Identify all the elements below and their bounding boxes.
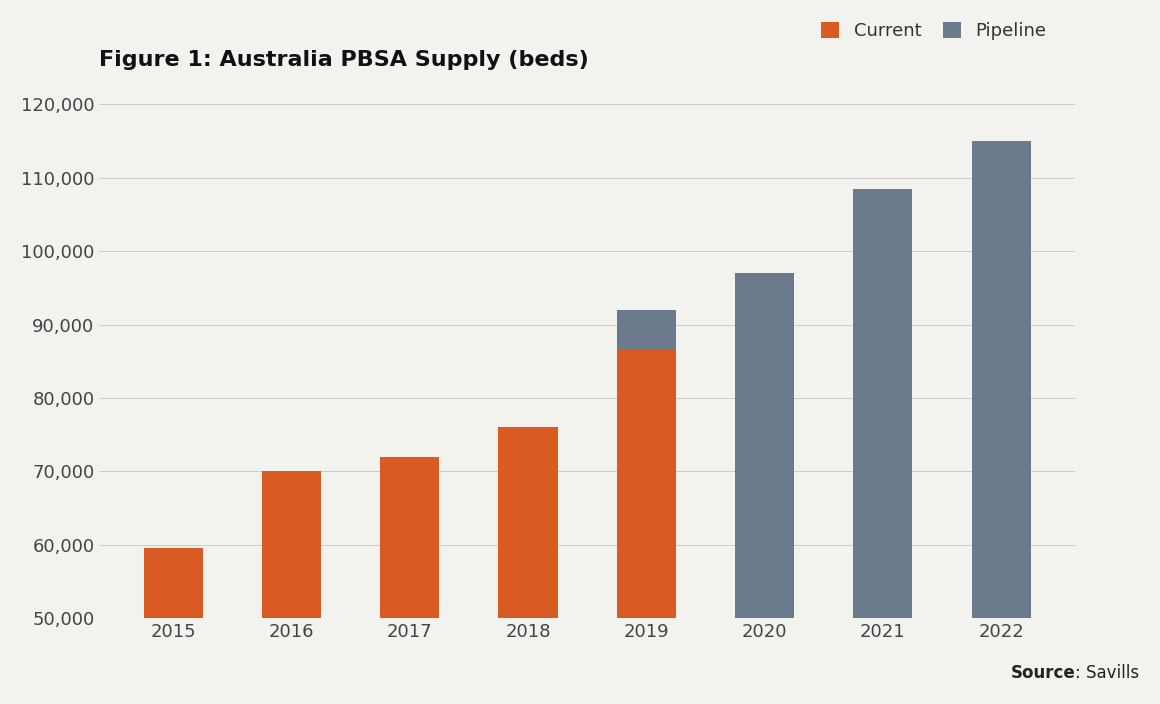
Bar (262, 471, 321, 618)
Bar (617, 310, 676, 350)
Bar (735, 273, 795, 618)
Text: Source: Source (1010, 665, 1075, 682)
Bar (854, 189, 913, 618)
Legend: Current, Pipeline: Current, Pipeline (821, 22, 1046, 40)
Bar (617, 350, 676, 618)
Bar (380, 457, 440, 618)
Text: : Savills: : Savills (1075, 665, 1139, 682)
Text: Figure 1: Australia PBSA Supply (beds): Figure 1: Australia PBSA Supply (beds) (100, 49, 589, 70)
Bar (972, 141, 1031, 618)
Bar (499, 427, 558, 618)
Bar (144, 548, 203, 618)
